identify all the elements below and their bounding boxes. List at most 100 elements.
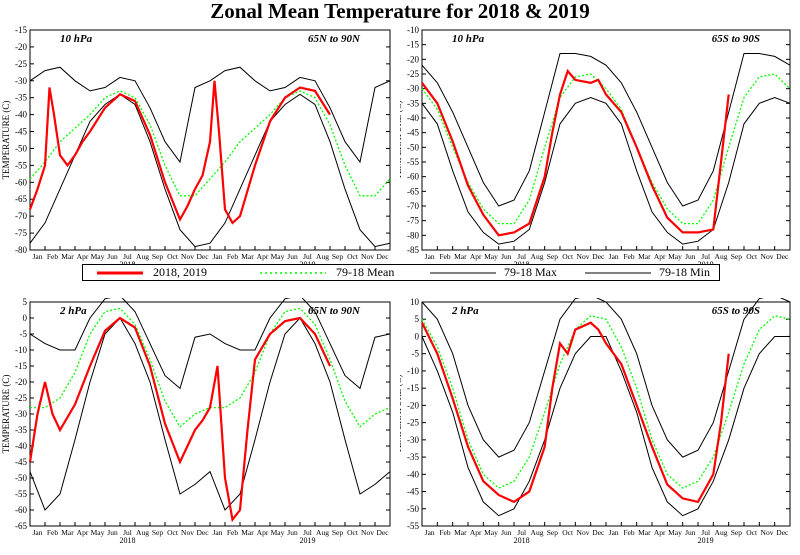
x-tick-label: Jan: [425, 252, 435, 261]
y-tick-label: -15: [15, 25, 27, 35]
series-79-18-max: [29, 66, 391, 164]
series-79-18-max: [421, 294, 791, 458]
x-tick-label: Apr: [470, 528, 482, 537]
x-tick-label: Aug: [531, 528, 544, 537]
region-label: 65N to 90N: [308, 33, 361, 45]
x-tick-label: May: [91, 252, 105, 261]
x-tick-label: Jul: [123, 528, 132, 537]
x-tick-label: Jun: [287, 252, 298, 261]
x-tick-label: Mar: [241, 252, 254, 261]
x-tick-label: Jun: [685, 528, 696, 537]
x-tick-label: May: [668, 252, 682, 261]
x-tick-label: Aug: [715, 252, 728, 261]
x-tick-label: Oct: [167, 528, 179, 537]
y-tick-label: -25: [15, 59, 27, 69]
x-tick-label: Jul: [701, 252, 710, 261]
x-tick-label: Nov: [361, 252, 374, 261]
legend-swatch-min: [585, 272, 651, 274]
pressure-label: 10 hPa: [452, 33, 485, 45]
chart-2hpa-south: -55 -50 -45 -40 -35 -30 -25 -20 -15 -10 -5 0 5 10 TEMP…: [393, 294, 800, 550]
y-tick-label: -45: [407, 487, 419, 497]
x-tick-label: Mar: [638, 252, 651, 261]
x-tick-label: Sep: [332, 252, 344, 261]
x-tick-label: Apr: [470, 252, 482, 261]
y-tick-label: -55: [15, 489, 27, 499]
y-tick-label: -35: [15, 93, 27, 103]
y-tick-label: -55: [15, 160, 27, 170]
region-label: 65N to 90N: [308, 305, 361, 317]
x-tick-label: Sep: [547, 252, 559, 261]
x-tick-label: Dec: [592, 528, 605, 537]
x-tick-label: Jan: [213, 252, 223, 261]
x-tick-label: Jul: [303, 528, 312, 537]
x-tick-label: Aug: [316, 252, 329, 261]
x-tick-label: Oct: [167, 252, 179, 261]
y-tick-label: -20: [15, 377, 27, 387]
series-2018-2019: [28, 316, 331, 523]
x-tick-label: Dec: [776, 252, 789, 261]
y-tick-label: -15: [407, 40, 419, 50]
x-tick-label: Apr: [77, 252, 89, 261]
x-tick-label: Sep: [547, 528, 559, 537]
y-tick-label: -60: [15, 177, 27, 187]
y-tick-label: -65: [15, 194, 27, 204]
pressure-label: 2 hPa: [451, 305, 479, 317]
y-tick-label: -10: [407, 25, 419, 35]
x-tick-label: Mar: [61, 528, 74, 537]
y-tick-label: -20: [407, 54, 419, 64]
legend-swatch-observed: [97, 271, 143, 275]
x-tick-label: Nov: [577, 252, 590, 261]
y-tick-label: -45: [15, 127, 27, 137]
chart-10hpa-south: -85 -80 -75 -70 -65 -60 -55 -50 -45 -40 -35 -30 -25 -…: [393, 24, 800, 269]
x-tick-label: Aug: [136, 528, 149, 537]
x-tick-label: Jan: [213, 528, 223, 537]
year-label: 2019: [698, 536, 714, 545]
y-tick-label: -80: [407, 230, 419, 240]
y-tick-label: -70: [407, 201, 419, 211]
x-tick-label: Jun: [685, 252, 696, 261]
chart-2hpa-north: -65 -60 -55 -50 -45 -40 -35 -30 -25 -20 -15 -10 -5 0 5…: [0, 295, 400, 550]
series-79-18-max: [29, 295, 391, 390]
x-tick-label: Jun: [107, 528, 118, 537]
x-tick-label: Mar: [454, 252, 467, 261]
x-tick-label: Feb: [227, 528, 239, 537]
y-tick-label: -65: [407, 186, 419, 196]
year-label: 2018: [120, 536, 136, 545]
y-tick-label: -15: [407, 383, 419, 393]
pressure-label: 10 hPa: [60, 33, 93, 45]
page-title: Zonal Mean Temperature for 2018 & 2019: [210, 0, 590, 23]
chart-legend: 2018, 2019 79-18 Mean 79-18 Max 79-18 Mi…: [82, 264, 720, 281]
x-tick-label: Apr: [257, 252, 269, 261]
x-tick-label: Apr: [77, 528, 89, 537]
x-tick-label: Feb: [439, 252, 451, 261]
chart-svg: -80 -75 -70 -65 -60 -55 -50 -45 -40 -35 -30 -25 -20 -…: [1, 25, 391, 269]
y-axis-label: TEMPERATURE (C): [400, 101, 403, 180]
x-tick-label: Jul: [303, 252, 312, 261]
y-tick-label: -5: [20, 329, 28, 339]
x-tick-label: Mar: [61, 252, 74, 261]
y-tick-label: -30: [15, 76, 27, 86]
pressure-label: 2 hPa: [59, 305, 87, 317]
x-tick-label: Jul: [123, 252, 132, 261]
chart-svg: -55-50-45-40-35-30-25-20-15-10-50510TEMP…: [393, 294, 791, 545]
y-tick-label: -25: [407, 418, 419, 428]
x-tick-label: Feb: [227, 252, 239, 261]
x-tick-label: Jun: [501, 252, 512, 261]
y-tick-label: -80: [15, 245, 27, 255]
series-79-18-min: [421, 96, 791, 245]
x-tick-label: Jan: [609, 528, 619, 537]
series-79-18-min: [29, 317, 391, 511]
series-2018-2019: [28, 80, 331, 225]
y-tick-label: -60: [15, 505, 27, 515]
region-label: 65S to 90S: [712, 33, 760, 45]
x-tick-label: Jul: [517, 252, 526, 261]
y-tick-label: -75: [407, 216, 419, 226]
x-tick-label: Sep: [332, 528, 344, 537]
x-tick-label: Mar: [241, 528, 254, 537]
x-tick-label: Sep: [731, 528, 743, 537]
x-tick-label: Oct: [562, 528, 574, 537]
y-tick-label: -50: [15, 143, 27, 153]
x-tick-label: Aug: [715, 528, 728, 537]
region-label: 65S to 90S: [712, 305, 760, 317]
y-tick-label: -5: [412, 349, 420, 359]
